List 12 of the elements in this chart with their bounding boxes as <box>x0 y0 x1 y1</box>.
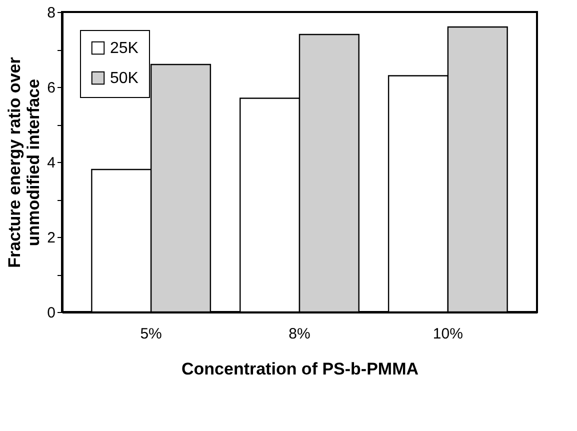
x-tick-label: 10% <box>432 326 463 342</box>
y-tick-label: 2 <box>47 230 56 246</box>
legend-label: 25K <box>110 40 139 57</box>
y-tick-label: 8 <box>47 4 56 22</box>
y-tick-label: 0 <box>47 304 56 322</box>
x-tick-label: 8% <box>288 326 310 342</box>
y-tick-label: 6 <box>47 80 56 96</box>
legend-label: 50K <box>110 70 139 87</box>
x-axis-title: Concentration of PS-b-PMMA <box>181 360 419 378</box>
x-tick-label: 5% <box>140 326 162 342</box>
y-axis-title: Fracture energy ratio over unmodified interface <box>5 56 44 268</box>
y-tick-label: 4 <box>47 154 56 172</box>
